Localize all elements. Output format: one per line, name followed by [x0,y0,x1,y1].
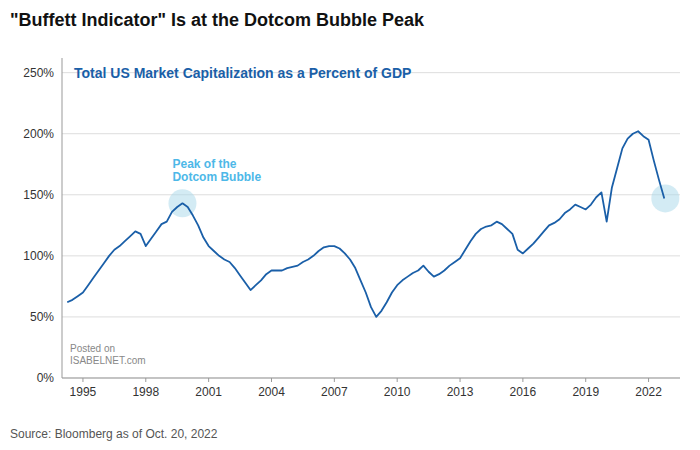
text-line: Dotcom Bubble [172,170,261,184]
y-tick-label: 0% [37,371,55,385]
chart: "Buffett Indicator" Is at the Dotcom Bub… [0,0,700,450]
highlight-circle [651,184,679,212]
y-tick-label: 250% [23,66,54,80]
x-tick [397,378,398,382]
grid-line [62,316,680,317]
x-tick [208,378,209,382]
x-tick-label: 2010 [384,385,411,399]
subtitle: Total US Market Capitalization as a Perc… [74,65,411,81]
x-tick [145,378,146,382]
grid-line [62,255,680,256]
x-tick-label: 2013 [447,385,474,399]
x-tick [460,378,461,382]
y-tick-label: 150% [23,188,54,202]
grid [62,73,680,378]
x-tick [82,378,83,382]
x-tick [585,378,586,382]
y-tick-label: 200% [23,127,54,141]
y-axis-line [62,58,63,378]
grid-line [62,378,680,379]
text-line: Posted on [70,343,115,354]
x-tick-label: 2007 [321,385,348,399]
x-tick-label: 2022 [635,385,662,399]
x-tick [522,378,523,382]
plot-area [67,131,679,317]
x-tick-label: 1998 [132,385,159,399]
x-tick-label: 1995 [70,385,97,399]
x-tick [334,378,335,382]
x-tick [271,378,272,382]
title: "Buffett Indicator" Is at the Dotcom Bub… [10,10,425,30]
y-tick-label: 50% [30,310,54,324]
data-line [67,131,664,317]
y-tick-label: 100% [23,249,54,263]
text-line: Peak of the [172,157,236,171]
watermark: Posted onISABELNET.com [70,343,146,366]
text-line: ISABELNET.com [70,355,146,366]
x-tick-label: 2001 [195,385,222,399]
annotation: Peak of theDotcom Bubble [172,157,261,184]
x-axis-line [62,378,680,379]
x-tick-label: 2019 [572,385,599,399]
grid-line [62,133,680,134]
x-tick [648,378,649,382]
grid-line [62,194,680,195]
x-tick-label: 2004 [258,385,285,399]
source: Source: Bloomberg as of Oct. 20, 2022 [10,427,218,441]
x-tick-label: 2016 [510,385,537,399]
